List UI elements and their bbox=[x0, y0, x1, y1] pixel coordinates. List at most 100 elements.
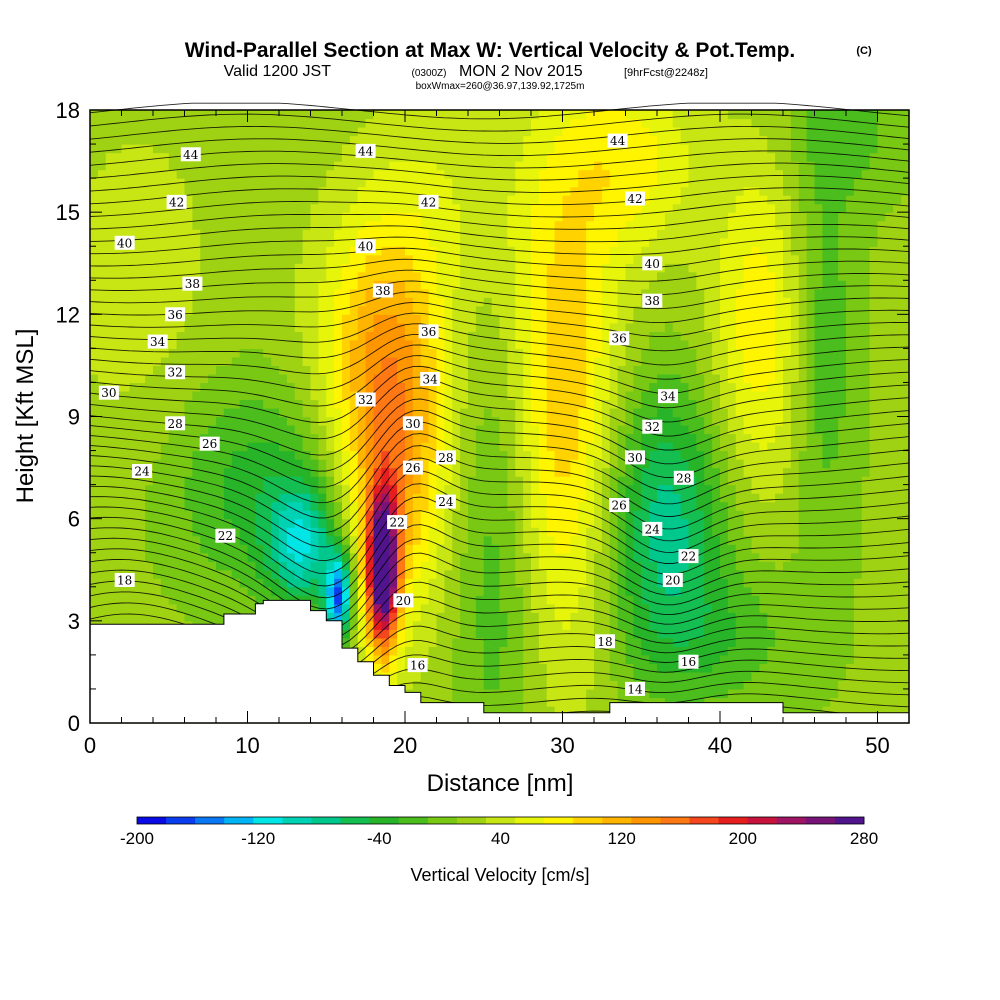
velocity-cell bbox=[145, 152, 154, 162]
velocity-cell bbox=[326, 425, 335, 435]
velocity-cell bbox=[97, 603, 107, 613]
velocity-cell bbox=[231, 288, 241, 298]
velocity-cell bbox=[405, 288, 414, 298]
velocity-cell bbox=[286, 195, 296, 205]
velocity-cell bbox=[491, 331, 501, 341]
velocity-cell bbox=[381, 356, 390, 367]
velocity-cell bbox=[428, 365, 438, 375]
velocity-cell bbox=[326, 356, 335, 367]
velocity-cell bbox=[499, 246, 508, 256]
velocity-cell bbox=[531, 484, 540, 494]
velocity-cell bbox=[286, 212, 296, 222]
velocity-cell bbox=[326, 390, 335, 401]
velocity-cell bbox=[184, 612, 193, 622]
velocity-cell bbox=[255, 501, 264, 511]
velocity-cell bbox=[192, 493, 201, 503]
velocity-cell bbox=[436, 314, 445, 324]
velocity-cell bbox=[365, 493, 375, 503]
velocity-cell bbox=[515, 476, 524, 486]
velocity-cell bbox=[365, 612, 375, 622]
velocity-cell bbox=[609, 152, 619, 162]
velocity-cell bbox=[586, 322, 595, 332]
velocity-cell bbox=[105, 263, 115, 273]
velocity-cell bbox=[373, 527, 382, 537]
velocity-cell bbox=[184, 552, 193, 562]
velocity-cell bbox=[271, 144, 280, 154]
velocity-cell bbox=[263, 569, 272, 579]
velocity-cell bbox=[554, 407, 564, 418]
velocity-cell bbox=[334, 152, 343, 162]
velocity-cell bbox=[318, 442, 327, 452]
velocity-cell bbox=[271, 254, 280, 264]
velocity-cell bbox=[389, 203, 398, 213]
velocity-cell bbox=[294, 356, 304, 367]
velocity-cell bbox=[247, 510, 256, 520]
velocity-cell bbox=[405, 680, 414, 690]
velocity-cell bbox=[113, 612, 123, 622]
velocity-cell bbox=[617, 467, 627, 477]
velocity-cell bbox=[594, 212, 603, 222]
velocity-cell bbox=[428, 603, 438, 613]
velocity-cell bbox=[586, 518, 595, 528]
velocity-cell bbox=[444, 365, 453, 375]
velocity-cell bbox=[397, 663, 406, 673]
velocity-cell bbox=[373, 118, 382, 128]
velocity-cell bbox=[263, 288, 272, 298]
velocity-cell bbox=[397, 152, 406, 162]
velocity-cell bbox=[562, 135, 571, 145]
velocity-cell bbox=[586, 646, 595, 656]
velocity-cell bbox=[507, 603, 516, 613]
velocity-cell bbox=[129, 144, 138, 154]
velocity-cell bbox=[444, 527, 453, 537]
velocity-cell bbox=[420, 339, 430, 349]
velocity-cell bbox=[389, 399, 398, 409]
velocity-cell bbox=[570, 671, 579, 682]
velocity-cell bbox=[420, 229, 430, 239]
velocity-cell bbox=[412, 203, 422, 213]
velocity-cell bbox=[468, 186, 477, 196]
velocity-cell bbox=[160, 527, 170, 537]
velocity-cell bbox=[420, 161, 430, 171]
velocity-cell bbox=[263, 501, 272, 511]
velocity-cell bbox=[538, 493, 548, 503]
velocity-cell bbox=[397, 586, 406, 596]
velocity-cell bbox=[310, 169, 319, 179]
velocity-cell bbox=[153, 450, 162, 460]
velocity-cell bbox=[420, 527, 430, 537]
velocity-cell bbox=[460, 501, 469, 511]
velocity-cell bbox=[507, 212, 516, 222]
velocity-cell bbox=[279, 297, 288, 307]
velocity-cell bbox=[389, 459, 398, 469]
velocity-cell bbox=[578, 612, 587, 622]
velocity-cell bbox=[523, 510, 532, 520]
velocity-cell bbox=[271, 169, 280, 179]
velocity-cell bbox=[310, 186, 319, 196]
velocity-cell bbox=[538, 220, 548, 230]
velocity-cell bbox=[137, 518, 146, 528]
velocity-cell bbox=[428, 144, 438, 154]
velocity-cell bbox=[491, 603, 501, 613]
velocity-cell bbox=[601, 688, 611, 699]
velocity-cell bbox=[310, 356, 319, 367]
velocity-cell bbox=[460, 442, 469, 452]
velocity-cell bbox=[428, 407, 438, 418]
velocity-cell bbox=[397, 288, 406, 298]
velocity-cell bbox=[397, 382, 406, 392]
velocity-cell bbox=[97, 280, 107, 290]
velocity-cell bbox=[365, 484, 375, 494]
velocity-cell bbox=[381, 493, 390, 503]
velocity-cell bbox=[586, 305, 595, 315]
velocity-cell bbox=[436, 467, 445, 477]
velocity-cell bbox=[342, 612, 351, 622]
velocity-cell bbox=[578, 416, 587, 426]
velocity-cell bbox=[578, 697, 587, 707]
velocity-cell bbox=[121, 399, 130, 409]
velocity-cell bbox=[153, 467, 162, 477]
velocity-cell bbox=[515, 220, 524, 230]
velocity-cell bbox=[468, 203, 477, 213]
velocity-cell bbox=[357, 135, 367, 145]
velocity-cell bbox=[137, 144, 146, 154]
velocity-cell bbox=[239, 127, 249, 137]
velocity-cell bbox=[349, 637, 359, 647]
velocity-cell bbox=[113, 373, 123, 384]
